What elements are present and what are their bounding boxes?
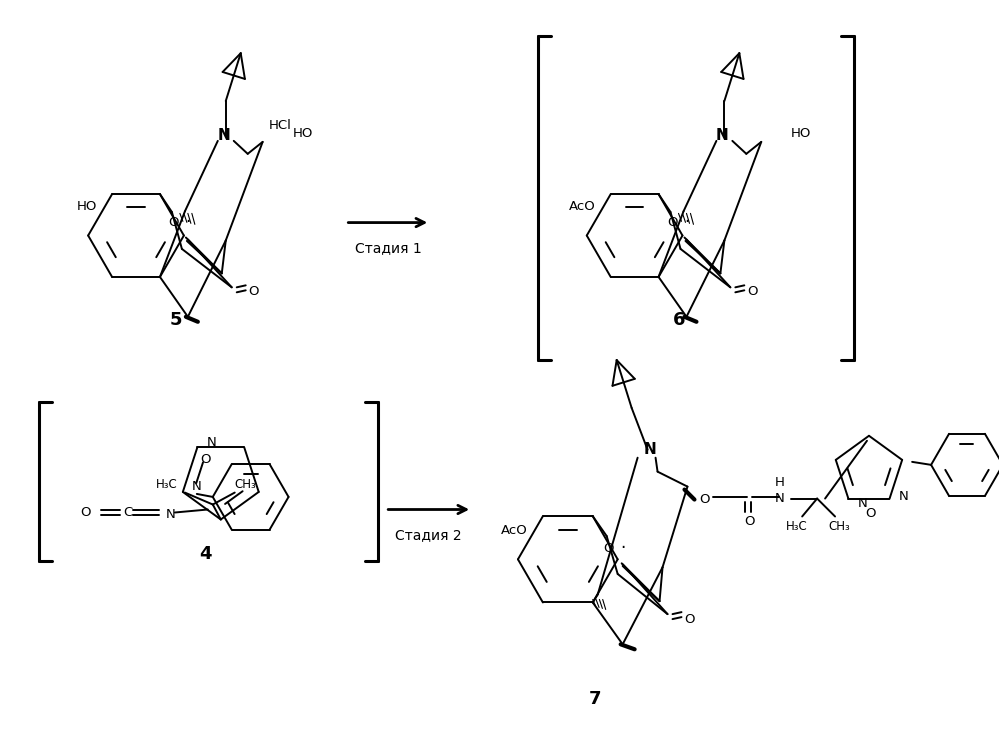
Text: N: N	[166, 508, 176, 521]
Text: AcO: AcO	[501, 523, 528, 537]
Text: Стадия 1: Стадия 1	[355, 242, 422, 255]
Text: N: N	[192, 480, 202, 493]
Text: N: N	[206, 436, 216, 449]
Text: O: O	[744, 515, 755, 528]
Text: HO: HO	[791, 127, 812, 140]
Text: O: O	[699, 493, 710, 506]
Text: O: O	[200, 453, 211, 466]
Text: 5: 5	[170, 311, 182, 329]
Text: 7: 7	[588, 690, 601, 708]
Text: N: N	[716, 129, 729, 143]
Text: Стадия 2: Стадия 2	[395, 529, 462, 542]
Text: HO: HO	[77, 200, 97, 212]
Text: 4: 4	[200, 545, 212, 563]
Text: O: O	[248, 285, 259, 298]
Text: H₃C: H₃C	[156, 478, 178, 491]
Text: H: H	[774, 476, 784, 489]
Text: AcO: AcO	[569, 200, 596, 212]
Text: N: N	[217, 129, 230, 143]
Text: HCl: HCl	[269, 120, 292, 133]
Text: O: O	[747, 285, 758, 298]
Text: ·: ·	[684, 213, 689, 231]
Text: O: O	[169, 215, 179, 228]
Text: N: N	[774, 492, 784, 505]
Text: 6: 6	[673, 311, 686, 329]
Text: CH₃: CH₃	[828, 520, 850, 533]
Text: C: C	[123, 506, 133, 519]
Text: O: O	[667, 215, 678, 228]
Text: CH₃: CH₃	[235, 478, 256, 491]
Text: H₃C: H₃C	[786, 520, 808, 533]
Text: O: O	[80, 506, 90, 519]
Text: HO: HO	[293, 127, 313, 140]
Text: N: N	[643, 442, 656, 457]
Text: O: O	[684, 613, 695, 626]
Text: ·: ·	[620, 539, 625, 557]
Text: ·: ·	[185, 213, 190, 231]
Text: N: N	[899, 490, 908, 503]
Text: N: N	[858, 497, 867, 511]
Text: O: O	[866, 507, 876, 520]
Text: O: O	[603, 541, 614, 554]
